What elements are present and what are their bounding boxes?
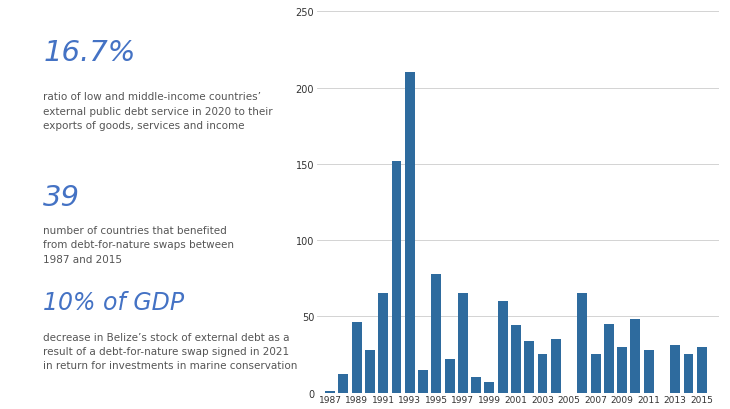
Bar <box>524 341 534 393</box>
Bar <box>537 355 548 393</box>
Bar <box>551 339 561 393</box>
Bar <box>352 323 361 393</box>
Bar <box>365 350 375 393</box>
Bar <box>391 162 402 393</box>
Bar <box>431 274 442 393</box>
Text: ratio of low and middle-income countries’
external public debt service in 2020 t: ratio of low and middle-income countries… <box>43 92 273 131</box>
Text: 16.7%: 16.7% <box>43 39 136 67</box>
Bar <box>604 324 614 393</box>
Bar <box>577 294 588 393</box>
Bar <box>644 350 653 393</box>
Bar <box>471 378 481 393</box>
Text: 39: 39 <box>43 183 80 211</box>
Bar <box>458 294 468 393</box>
Bar <box>339 374 348 393</box>
Bar <box>670 346 680 393</box>
Bar <box>697 347 707 393</box>
Text: 10% of GDP: 10% of GDP <box>43 290 185 314</box>
Bar <box>485 382 494 393</box>
Bar <box>498 301 507 393</box>
Bar <box>591 355 601 393</box>
Bar <box>683 355 694 393</box>
Bar <box>631 319 640 393</box>
Bar <box>617 347 627 393</box>
Bar <box>418 370 428 393</box>
Bar <box>325 391 335 393</box>
Text: number of countries that benefited
from debt-for-nature swaps between
1987 and 2: number of countries that benefited from … <box>43 225 234 264</box>
Text: decrease in Belize’s stock of external debt as a
result of a debt-for-nature swa: decrease in Belize’s stock of external d… <box>43 332 298 371</box>
Bar <box>405 73 415 393</box>
Bar <box>378 294 388 393</box>
Bar <box>511 326 521 393</box>
Bar <box>445 359 455 393</box>
